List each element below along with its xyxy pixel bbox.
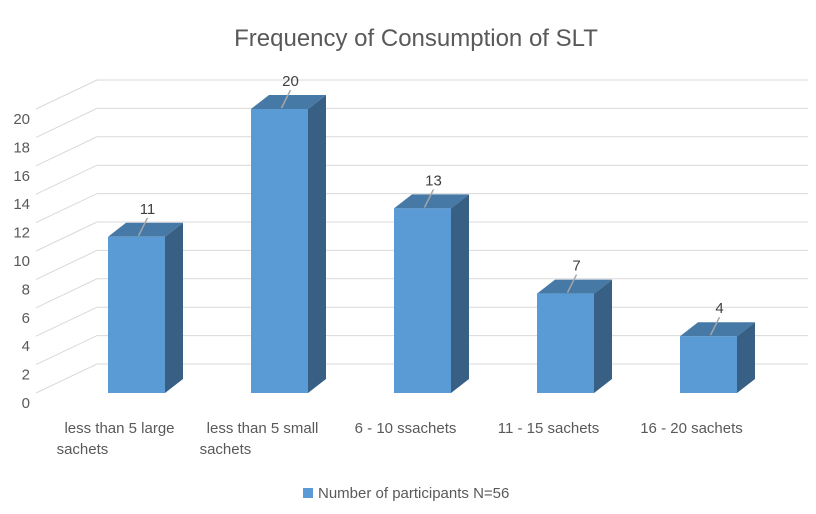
- gridline: [35, 193, 808, 224]
- x-category-label: less than 5 small sachets: [200, 420, 319, 458]
- data-label: 13: [425, 172, 442, 189]
- leader-line: [280, 89, 292, 109]
- y-tick-label: 16: [13, 168, 30, 185]
- bars: [108, 95, 755, 393]
- gridline: [35, 221, 808, 252]
- bar: [537, 279, 612, 393]
- data-label: 11: [140, 201, 156, 218]
- legend: Number of participants N=56: [303, 485, 509, 502]
- y-tick-label: 6: [22, 310, 30, 327]
- bar-side: [165, 222, 183, 393]
- legend-label: Number of participants N=56: [318, 485, 509, 502]
- x-axis-labels: less than 5 large sachets less than 5 smal…: [57, 420, 743, 458]
- leader-line: [423, 189, 435, 208]
- bar: [394, 194, 469, 393]
- bar-front: [680, 336, 737, 393]
- leader-line: [709, 316, 721, 336]
- bar-top: [680, 322, 755, 337]
- bar-top: [537, 279, 612, 294]
- y-tick-label: 12: [13, 225, 30, 242]
- legend-swatch: [303, 488, 313, 498]
- bar: [108, 222, 183, 393]
- bar: [680, 322, 755, 393]
- bar-top: [108, 222, 183, 237]
- x-category-label: 16 - 20 sachets: [640, 420, 743, 437]
- y-tick-label: 20: [13, 111, 30, 128]
- bar-front: [108, 236, 165, 393]
- bar-top: [251, 95, 326, 109]
- bar-side: [308, 95, 326, 393]
- y-tick-label: 10: [13, 253, 30, 270]
- x-category-label: less than 5 large sachets: [57, 420, 175, 458]
- bar-side: [451, 194, 469, 393]
- bar-front: [394, 208, 451, 393]
- x-category-label: 6 - 10 ssachets: [355, 420, 457, 437]
- gridline: [35, 136, 808, 167]
- data-label: 4: [715, 300, 723, 317]
- leader-line: [137, 217, 149, 237]
- y-tick-label: 18: [13, 139, 30, 156]
- data-label: 20: [282, 73, 299, 90]
- y-tick-label: 0: [22, 395, 30, 412]
- bar-side: [594, 279, 612, 393]
- gridline: [35, 278, 808, 309]
- gridlines: [35, 79, 808, 394]
- y-tick-label: 14: [13, 196, 30, 213]
- gridline: [35, 164, 808, 195]
- chart-title: Frequency of Consumption of SLT: [234, 25, 598, 52]
- y-axis-ticks: 0 2 4 6 8 10 12 14 16 18 20: [13, 111, 30, 412]
- leader-line: [566, 274, 578, 293]
- bar-front: [537, 293, 594, 393]
- gridline: [35, 107, 808, 138]
- data-labels: 11 20 13 7 4: [137, 73, 724, 336]
- data-label: 7: [572, 258, 580, 275]
- y-tick-label: 8: [22, 281, 30, 298]
- y-tick-label: 4: [22, 338, 30, 355]
- gridline: [35, 249, 808, 280]
- bar-front: [251, 109, 308, 393]
- x-category-label: 11 - 15 sachets: [498, 420, 599, 437]
- gridline: [35, 79, 808, 110]
- y-tick-label: 2: [22, 367, 30, 384]
- bar-top: [394, 194, 469, 209]
- bar-side: [737, 322, 755, 393]
- bar: [251, 95, 326, 393]
